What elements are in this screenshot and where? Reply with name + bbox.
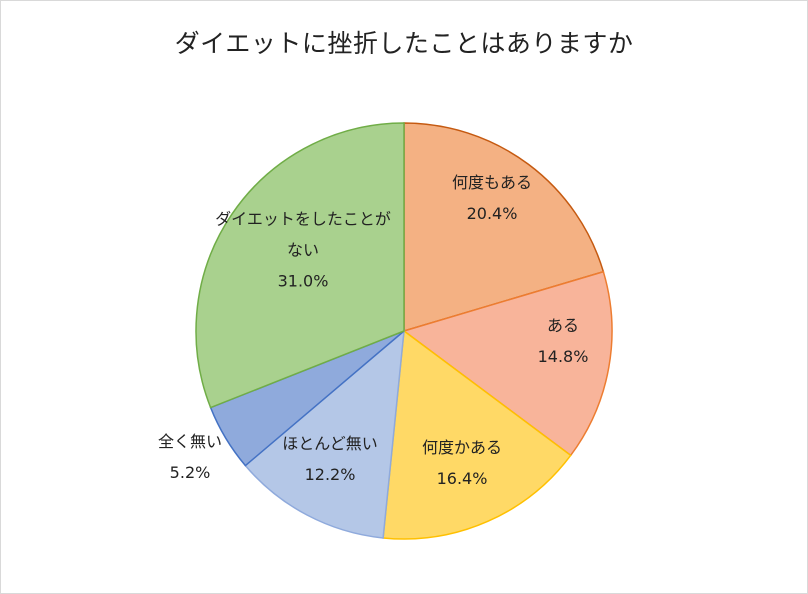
pie-slice-1 [402, 270, 613, 457]
slice-category-label-2: 何度かある [422, 438, 502, 457]
slice-value-label-4: 5.2% [170, 463, 211, 482]
chart-title: ダイエットに挫折したことはありますか [174, 29, 634, 58]
slice-value-label-1: 14.8% [538, 347, 589, 366]
slice-value-label-0: 20.4% [467, 204, 518, 223]
slice-category-label-5: ダイエットをしたことが [215, 210, 391, 229]
slice-category-label-5: ない [287, 241, 319, 260]
slice-category-label-4: 全く無い [158, 432, 222, 451]
pie-slice-0 [403, 122, 605, 333]
slice-value-label-5: 31.0% [278, 272, 329, 291]
slice-value-label-2: 16.4% [437, 469, 488, 488]
slice-category-label-0: 何度もある [452, 173, 532, 192]
pie-slice-5 [195, 122, 405, 409]
slice-value-label-3: 12.2% [305, 465, 356, 484]
slice-category-label-1: ある [547, 316, 579, 335]
pie-slice-3 [244, 329, 405, 539]
pie-slice-2 [382, 329, 572, 540]
slice-category-label-3: ほとんど無い [282, 434, 378, 453]
